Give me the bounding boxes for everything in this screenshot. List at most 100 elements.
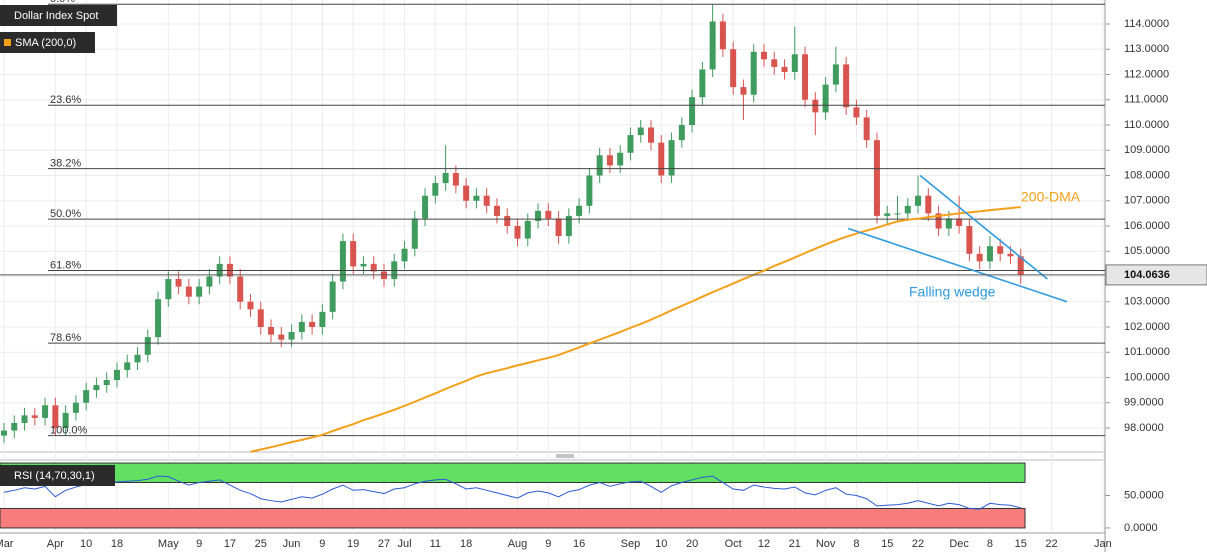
candle-body — [802, 54, 809, 100]
x-tick-label: Nov — [816, 538, 836, 550]
rsi-line — [3, 475, 1021, 510]
candle-body — [42, 405, 49, 418]
x-tick-label: 8 — [987, 538, 993, 550]
candle-body — [935, 213, 942, 229]
candle-body — [165, 279, 172, 300]
candle-body — [257, 309, 264, 328]
candle-body — [62, 412, 69, 429]
candle-body — [463, 185, 470, 201]
x-tick-label: 9 — [545, 538, 551, 550]
candle-body — [997, 246, 1004, 254]
rsi-band — [0, 462, 1026, 484]
candle-body — [945, 218, 952, 229]
fib-label: 50.0% — [50, 208, 81, 220]
candle-body — [442, 172, 449, 184]
candle-body — [144, 337, 151, 355]
fib-label: 23.6% — [50, 94, 81, 106]
candle-body — [586, 175, 593, 206]
x-tick-label: 19 — [347, 538, 359, 550]
x-tick-label: May — [158, 538, 179, 550]
candle-body — [596, 155, 603, 176]
candle-body — [309, 321, 316, 328]
x-tick-label: 16 — [573, 538, 585, 550]
annotation: 200-DMA — [1021, 189, 1081, 205]
candle-body — [432, 183, 439, 196]
candle-body — [1, 430, 7, 436]
x-tick-label: Apr — [47, 538, 64, 550]
candle-body — [555, 218, 562, 237]
candle-body — [329, 281, 336, 312]
candle-body — [350, 241, 357, 267]
candle-body — [247, 301, 254, 310]
candle-body — [83, 390, 90, 403]
y-tick-label: 109.0000 — [1124, 144, 1170, 156]
y-tick-label: 108.0000 — [1124, 169, 1170, 181]
y-tick-label: 106.0000 — [1124, 220, 1170, 232]
fib-label: 100.0% — [50, 424, 88, 436]
y-tick-label: 99.0000 — [1124, 397, 1164, 409]
candle-body — [791, 54, 798, 72]
x-tick-label: 22 — [912, 538, 924, 550]
candle-body — [617, 152, 624, 166]
candle-body — [760, 51, 767, 60]
candle-body — [781, 66, 788, 72]
candle-body — [719, 21, 726, 50]
candle-body — [134, 354, 141, 363]
fib-label: 78.6% — [50, 332, 81, 344]
x-tick-label: Jul — [397, 538, 411, 550]
candle-body — [915, 195, 922, 206]
candle-body — [627, 135, 634, 153]
candle-body — [422, 195, 429, 219]
candle-body — [196, 286, 203, 297]
candle-body — [72, 402, 79, 413]
legend-box — [0, 32, 95, 53]
x-tick-label: 18 — [111, 538, 123, 550]
candle-body — [206, 276, 213, 287]
y-tick-label: 50.0000 — [1124, 489, 1164, 501]
candle-body — [565, 215, 572, 237]
fib-label: 61.8% — [50, 259, 81, 271]
candle-body — [1017, 256, 1024, 275]
candle-body — [493, 205, 500, 216]
fib-label: 0.0% — [50, 0, 75, 5]
candle-body — [730, 49, 737, 88]
x-tick-label: 8 — [853, 538, 859, 550]
annotation: Falling wedge — [909, 284, 996, 300]
candle-body — [268, 327, 275, 335]
candle-body — [843, 64, 850, 108]
y-tick-label: 0.0000 — [1124, 522, 1158, 534]
rsi-band — [0, 507, 1026, 529]
legend-label: RSI (14,70,30,1) — [14, 470, 95, 482]
wedge-line — [919, 174, 1048, 280]
candle-body — [103, 380, 110, 386]
x-tick-label: 15 — [1015, 538, 1027, 550]
x-tick-label: Sep — [621, 538, 641, 550]
candle-body — [535, 210, 542, 221]
candle-body — [298, 321, 305, 333]
candle-body — [689, 97, 696, 125]
x-tick-label: Jun — [283, 538, 301, 550]
candle-body — [925, 195, 932, 214]
y-tick-label: 105.0000 — [1124, 245, 1170, 257]
candle-body — [473, 195, 480, 201]
candle-body — [832, 64, 839, 85]
candle-body — [339, 241, 346, 282]
candle-body — [155, 299, 162, 338]
x-tick-label: Oct — [725, 538, 742, 550]
legend-box — [0, 465, 115, 486]
y-tick-label: 102.0000 — [1124, 321, 1170, 333]
candle-body — [514, 226, 521, 239]
y-tick-label: 110.0000 — [1124, 119, 1169, 131]
y-tick-label: 100.0000 — [1124, 371, 1170, 383]
candle-body — [740, 87, 747, 95]
candle-body — [648, 127, 655, 143]
candle-body — [401, 248, 408, 262]
splitter[interactable] — [556, 454, 574, 458]
x-tick-label: Aug — [508, 538, 528, 550]
candle-body — [545, 210, 552, 219]
candle-body — [976, 253, 983, 262]
legend-title: Dollar Index Spot — [14, 10, 98, 22]
candle-body — [524, 220, 531, 239]
y-tick-label: 114.0000 — [1124, 18, 1169, 30]
